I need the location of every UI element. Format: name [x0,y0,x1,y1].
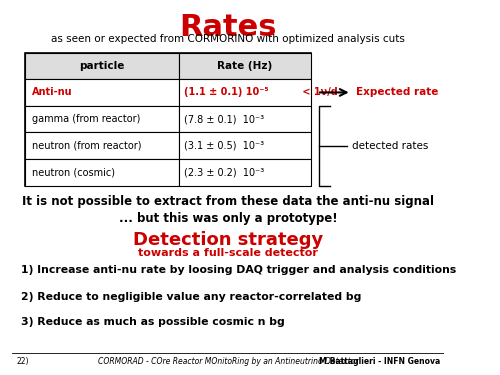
Text: Anti-nu: Anti-nu [32,87,72,98]
Text: neutron (from reactor): neutron (from reactor) [32,141,141,151]
Bar [25,106,178,132]
Bar [178,79,310,106]
Bar [25,53,178,79]
Text: (1.1 ± 0.1) 10⁻⁵          < 1ν/d: (1.1 ± 0.1) 10⁻⁵ < 1ν/d [184,87,338,98]
Text: (3.1 ± 0.5)  10⁻³: (3.1 ± 0.5) 10⁻³ [184,141,264,151]
Text: 3) Reduce as much as possible cosmic n bg: 3) Reduce as much as possible cosmic n b… [21,317,284,327]
Text: gamma (from reactor): gamma (from reactor) [32,114,140,124]
Text: Expected rate: Expected rate [356,87,438,98]
Text: Rates: Rates [180,13,277,42]
Bar [25,79,178,106]
Bar [25,159,178,186]
Text: Rate (Hz): Rate (Hz) [217,61,272,71]
Text: ... but this was only a prototype!: ... but this was only a prototype! [119,212,338,225]
Text: CORMORAD - COre Reactor MOnitoRing by an Antineutrino Detector: CORMORAD - COre Reactor MOnitoRing by an… [98,357,358,366]
Bar [178,53,310,79]
Text: towards a full-scale detector: towards a full-scale detector [138,248,318,258]
Text: It is not possible to extract from these data the anti-nu signal: It is not possible to extract from these… [22,195,434,208]
Bar [178,159,310,186]
Bar [25,53,310,186]
Text: particle: particle [80,61,124,71]
Bar [178,106,310,132]
Text: M.Battaglieri - INFN Genova: M.Battaglieri - INFN Genova [319,357,440,366]
Text: as seen or expected from CORMORINO with optimized analysis cuts: as seen or expected from CORMORINO with … [52,34,406,44]
Text: 2) Reduce to negligible value any reactor-correlated bg: 2) Reduce to negligible value any reacto… [21,292,361,302]
Text: (2.3 ± 0.2)  10⁻³: (2.3 ± 0.2) 10⁻³ [184,167,264,177]
Text: neutron (cosmic): neutron (cosmic) [32,167,114,177]
Text: 22): 22) [16,357,29,366]
Text: (7.8 ± 0.1)  10⁻³: (7.8 ± 0.1) 10⁻³ [184,114,264,124]
Bar [178,132,310,159]
Text: 1) Increase anti-nu rate by loosing DAQ trigger and analysis conditions: 1) Increase anti-nu rate by loosing DAQ … [21,265,456,275]
Bar [25,132,178,159]
Text: Detection strategy: Detection strategy [133,231,324,249]
Text: detected rates: detected rates [352,141,428,151]
